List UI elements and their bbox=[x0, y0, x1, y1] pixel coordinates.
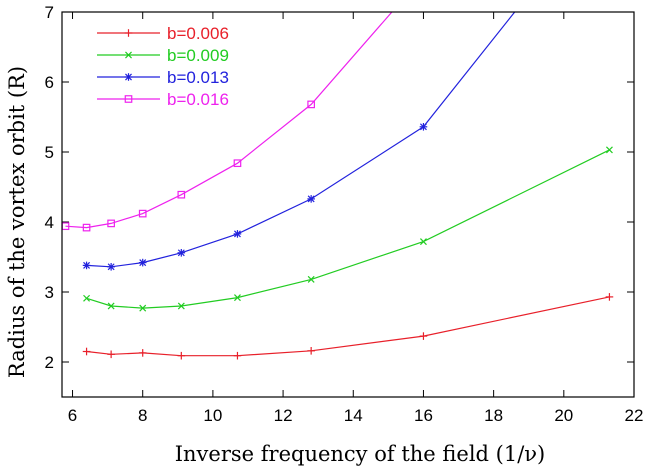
data-point bbox=[82, 347, 91, 356]
data-point bbox=[233, 159, 242, 168]
legend-marker bbox=[124, 73, 133, 81]
data-point bbox=[605, 293, 614, 301]
legend-item: b=0.009 bbox=[97, 46, 229, 65]
x-tick-label: 22 bbox=[625, 406, 644, 425]
legend-label: b=0.013 bbox=[167, 68, 229, 87]
data-point bbox=[107, 350, 115, 359]
data-point bbox=[419, 238, 427, 246]
data-point bbox=[107, 302, 115, 310]
data-point bbox=[138, 349, 147, 357]
legend: b=0.006 b=0.009 b=0.013 b=0.016 bbox=[97, 24, 229, 109]
x-tick-label: 20 bbox=[554, 406, 573, 425]
data-point bbox=[107, 263, 115, 271]
data-point bbox=[419, 332, 428, 340]
data-point bbox=[107, 219, 115, 228]
data-point bbox=[605, 146, 613, 154]
series-b=0.013 bbox=[82, 12, 516, 271]
series-line bbox=[65, 12, 393, 229]
data-point bbox=[307, 275, 315, 283]
series-line bbox=[86, 149, 610, 309]
plot-frame bbox=[61, 11, 635, 398]
legend-label: b=0.016 bbox=[167, 90, 229, 109]
data-point bbox=[307, 100, 315, 109]
series-b=0.009 bbox=[83, 146, 613, 312]
data-point bbox=[307, 195, 315, 203]
legend-item: b=0.016 bbox=[97, 90, 229, 109]
legend-marker bbox=[124, 95, 133, 103]
series-line bbox=[86, 296, 610, 357]
y-tick-label: 5 bbox=[45, 143, 54, 162]
data-point bbox=[419, 123, 428, 131]
data-point bbox=[83, 294, 91, 302]
data-point bbox=[233, 294, 241, 302]
x-tick-label: 14 bbox=[344, 406, 363, 425]
y-tick-label: 3 bbox=[45, 283, 54, 302]
data-point bbox=[82, 261, 91, 270]
x-tick-label: 18 bbox=[484, 406, 503, 425]
x-tick-label: 16 bbox=[414, 406, 433, 425]
y-tick-label: 7 bbox=[45, 3, 54, 22]
legend-label: b=0.006 bbox=[167, 24, 229, 43]
y-tick-label: 6 bbox=[45, 73, 54, 92]
data-point bbox=[233, 230, 242, 238]
series-line bbox=[86, 12, 516, 268]
data-point bbox=[177, 351, 186, 360]
x-tick-label: 10 bbox=[203, 406, 222, 425]
data-point bbox=[138, 209, 147, 218]
legend-marker bbox=[124, 29, 133, 37]
x-tick-label: 8 bbox=[138, 406, 147, 425]
data-point bbox=[307, 347, 315, 355]
x-tick-label: 6 bbox=[68, 406, 77, 425]
legend-label: b=0.009 bbox=[167, 46, 229, 65]
series-b=0.006 bbox=[82, 293, 614, 360]
x-tick-label: 12 bbox=[274, 406, 293, 425]
legend-item: b=0.006 bbox=[97, 24, 229, 43]
data-point bbox=[177, 190, 186, 199]
data-point bbox=[177, 302, 185, 310]
legend-marker bbox=[125, 51, 132, 59]
data-point bbox=[177, 249, 186, 257]
series-layer bbox=[62, 12, 614, 360]
y-axis-title: Radius of the vortex orbit (R) bbox=[5, 66, 29, 378]
series-b=0.016 bbox=[62, 12, 393, 232]
data-point bbox=[139, 304, 147, 312]
y-tick-label: 4 bbox=[45, 213, 54, 232]
legend-item: b=0.013 bbox=[97, 68, 229, 87]
data-point bbox=[138, 258, 147, 267]
data-point bbox=[233, 351, 242, 360]
x-axis-title: Inverse frequency of the field (1/ν) bbox=[175, 442, 546, 466]
data-point bbox=[82, 223, 91, 232]
y-tick-label: 2 bbox=[45, 353, 54, 372]
